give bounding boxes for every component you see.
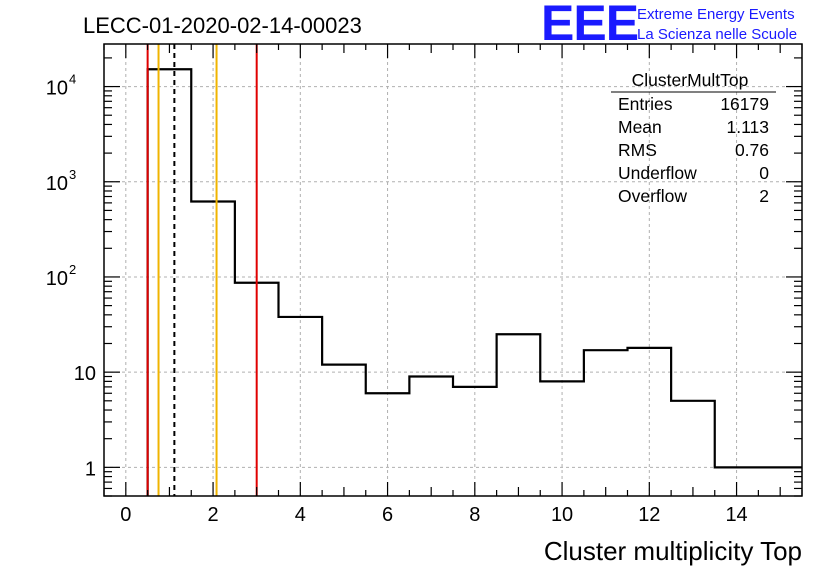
eee-logo: EEE Extreme Energy Events La Scienza nel… — [541, 0, 797, 51]
histogram-bin — [584, 350, 628, 496]
stats-value: 16179 — [720, 94, 769, 114]
stats-box: ClusterMultTop Entries 16179 Mean 1.113 RMS 0… — [611, 70, 776, 206]
x-tick-label: 12 — [638, 504, 660, 526]
histogram-bin — [322, 365, 366, 496]
histogram-bin — [540, 381, 584, 496]
stats-value: 2 — [759, 186, 769, 206]
histogram-outline — [146, 68, 802, 496]
histogram-bin — [366, 393, 410, 496]
logo-mark: EEE — [541, 0, 638, 51]
y-tick-label: 10 — [46, 268, 68, 290]
stats-label: Overflow — [618, 186, 687, 206]
histogram-bin — [497, 334, 541, 496]
histogram-bin — [453, 387, 497, 496]
stats-value: 0.76 — [735, 140, 769, 160]
stats-value: 1.113 — [727, 117, 770, 137]
histogram-bin — [671, 401, 715, 496]
y-tick-label: 10 — [46, 78, 68, 100]
y-tick-label: 10 — [46, 173, 68, 195]
stats-label: Entries — [618, 94, 673, 114]
histogram-bin — [409, 377, 453, 496]
marker-lines — [146, 44, 258, 496]
stats-name: ClusterMultTop — [632, 70, 749, 90]
grid — [104, 44, 802, 496]
y-tick-label-exponent: 4 — [69, 72, 76, 87]
y-tick-label-exponent: 3 — [69, 167, 76, 182]
x-tick-label: 4 — [295, 504, 306, 526]
y-tick-label: 1 — [85, 458, 96, 480]
logo-line-1: Extreme Energy Events — [637, 6, 795, 23]
stats-label: Underflow — [618, 163, 697, 183]
x-tick-label: 10 — [551, 504, 573, 526]
x-tick-label: 14 — [725, 504, 747, 526]
stats-label: RMS — [618, 140, 657, 160]
x-axis-title: Cluster multiplicity Top — [544, 536, 802, 566]
histogram-bin — [279, 317, 323, 496]
x-tick-label: 2 — [208, 504, 219, 526]
logo-line-2: La Scienza nelle Scuole — [637, 26, 797, 43]
x-tick-label: 0 — [120, 504, 131, 526]
y-tick-label-exponent: 2 — [69, 262, 76, 277]
histogram-bars — [146, 68, 802, 496]
histogram-bin — [628, 348, 672, 496]
stats-label: Mean — [618, 117, 662, 137]
histogram-bin — [148, 69, 192, 496]
y-tick-label: 10 — [74, 363, 96, 385]
x-tick-label: 6 — [382, 504, 393, 526]
stats-value: 0 — [759, 163, 769, 183]
x-tick-label: 8 — [469, 504, 480, 526]
chart-title: LECC-01-2020-02-14-00023 — [83, 13, 362, 38]
histogram-bin — [191, 202, 235, 496]
